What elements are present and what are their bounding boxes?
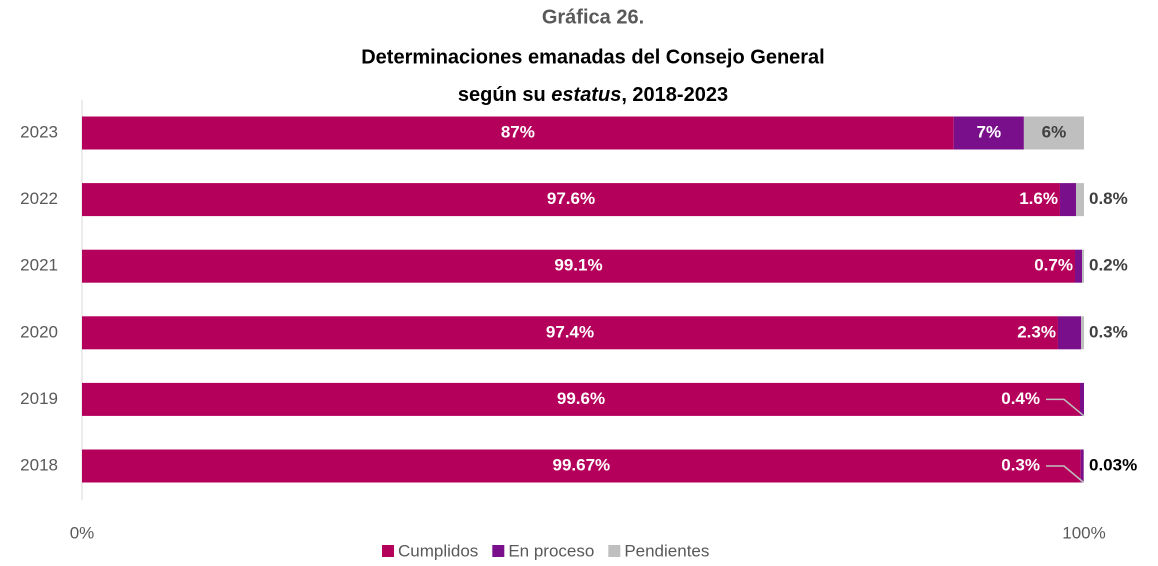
y-tick-label: 2023 bbox=[20, 122, 58, 141]
legend-label: Pendientes bbox=[624, 541, 709, 560]
legend-swatch bbox=[608, 545, 621, 557]
data-label: 0.03% bbox=[1089, 455, 1137, 474]
bar-segment bbox=[82, 449, 1081, 483]
y-tick-label: 2018 bbox=[20, 455, 58, 474]
data-label: 6% bbox=[1042, 122, 1067, 141]
title-part: según su bbox=[458, 84, 551, 106]
chart-title: según su estatus, 2018-2023 bbox=[458, 84, 728, 106]
legend-swatch bbox=[382, 545, 394, 557]
chart-title: Gráfica 26. bbox=[542, 6, 644, 28]
bar-segment bbox=[82, 183, 1060, 217]
data-label: 0.3% bbox=[1089, 322, 1128, 341]
bar-segment bbox=[953, 116, 1024, 150]
bar-segment bbox=[1075, 183, 1084, 217]
leader-line bbox=[1046, 398, 1085, 417]
data-label: 99.6% bbox=[557, 389, 605, 408]
leader-line bbox=[1046, 465, 1085, 484]
x-tick-label: 100% bbox=[1062, 523, 1105, 542]
bar-segment bbox=[1081, 249, 1084, 283]
legend-swatch bbox=[492, 545, 505, 557]
legend-label: Cumplidos bbox=[398, 541, 478, 560]
bar-segment bbox=[1023, 116, 1084, 150]
bar-segment bbox=[82, 316, 1058, 350]
data-label: 99.1% bbox=[554, 256, 602, 275]
data-label: 97.4% bbox=[546, 322, 594, 341]
data-label: 0.2% bbox=[1089, 256, 1128, 275]
data-label: 99.67% bbox=[553, 455, 611, 474]
bar-segment bbox=[82, 382, 1080, 416]
y-tick-label: 2022 bbox=[20, 189, 58, 208]
data-label: 97.6% bbox=[547, 189, 595, 208]
legend-label: En proceso bbox=[508, 541, 594, 560]
bar-segment bbox=[1080, 316, 1084, 350]
bar-segment bbox=[1059, 183, 1076, 217]
y-tick-label: 2019 bbox=[20, 389, 58, 408]
data-label: 1.6% bbox=[1019, 189, 1058, 208]
data-label: 0.4% bbox=[1001, 389, 1040, 408]
bar-segment bbox=[1079, 382, 1084, 416]
title-part: , 2018-2023 bbox=[621, 84, 728, 106]
data-label: 0.8% bbox=[1089, 189, 1128, 208]
data-label: 7% bbox=[977, 122, 1002, 141]
y-tick-label: 2020 bbox=[20, 322, 58, 341]
x-tick-label: 0% bbox=[70, 523, 95, 542]
y-tick-label: 2021 bbox=[20, 256, 58, 275]
data-label: 2.3% bbox=[1017, 322, 1056, 341]
data-label: 0.3% bbox=[1001, 455, 1040, 474]
bar-segment bbox=[82, 249, 1075, 283]
bar-segment bbox=[1080, 449, 1084, 483]
data-label: 87% bbox=[501, 122, 535, 141]
data-label: 0.7% bbox=[1034, 256, 1073, 275]
bar-segment bbox=[1057, 316, 1081, 350]
chart-title: Determinaciones emanadas del Consejo Gen… bbox=[361, 46, 825, 68]
title-part: estatus bbox=[551, 84, 621, 106]
bar-segment bbox=[1074, 249, 1082, 283]
bar-segment bbox=[82, 116, 954, 150]
